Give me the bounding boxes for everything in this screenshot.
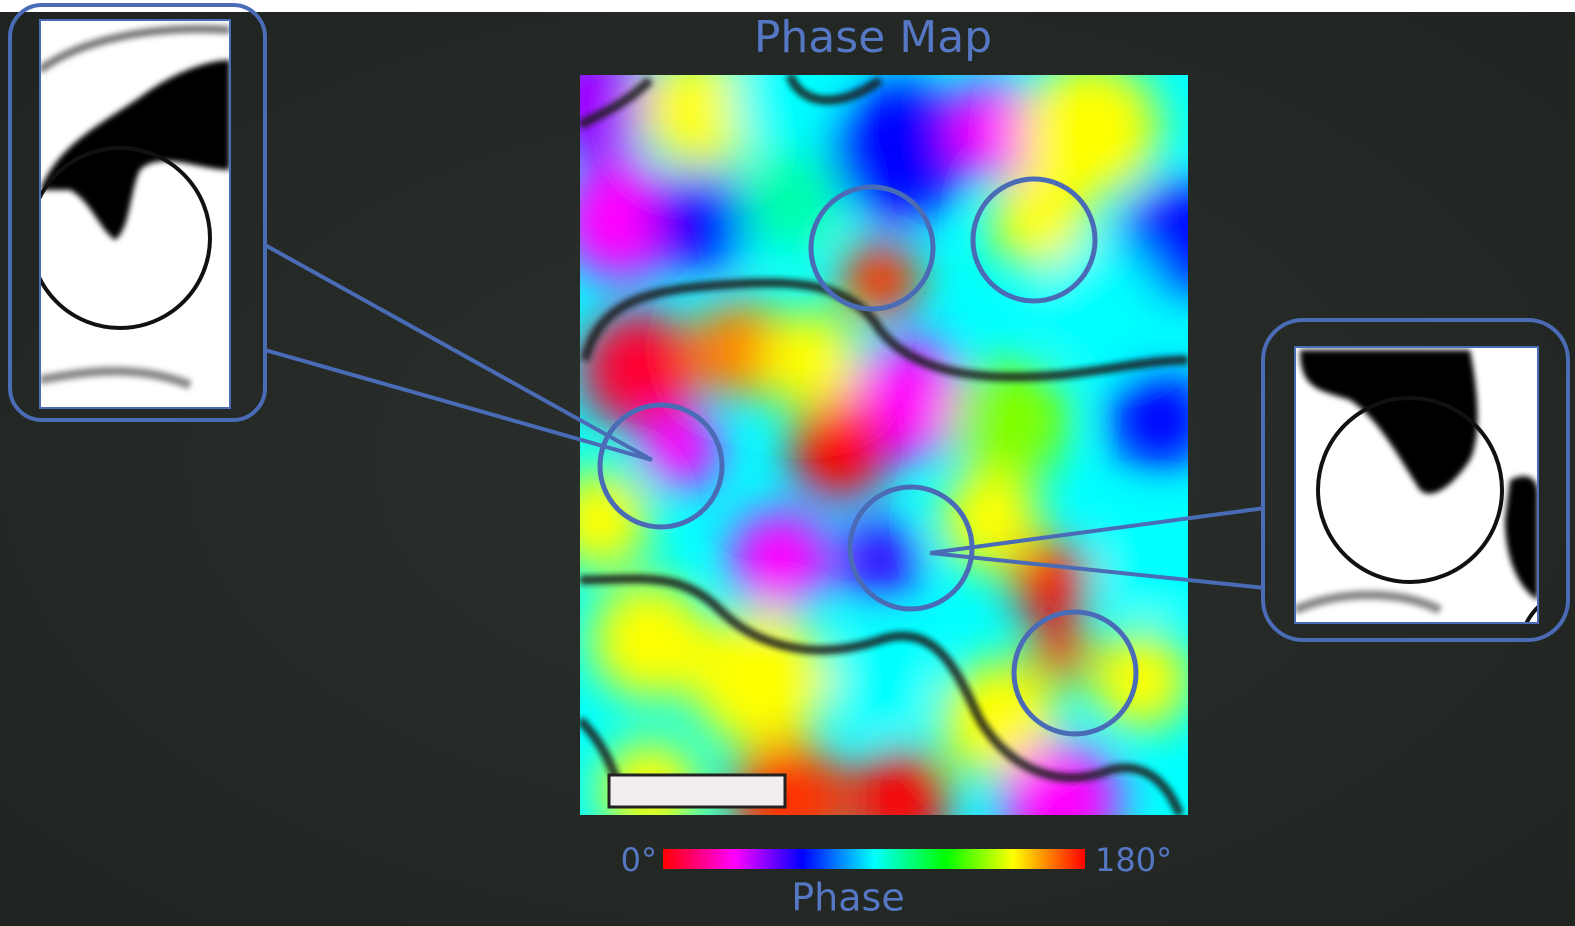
- left-inset: [8, 3, 267, 422]
- callout-lines: [264, 243, 1266, 590]
- colorbar: [663, 849, 1085, 869]
- title: Phase Map: [754, 12, 992, 63]
- colorbar-min-label: 0°: [621, 841, 657, 879]
- colorbar-label: Phase: [791, 876, 904, 920]
- colorbar-max-label: 180°: [1095, 841, 1172, 879]
- phase-map: [580, 75, 1188, 815]
- top-strip: [0, 0, 1575, 12]
- right-inset: [1261, 318, 1570, 642]
